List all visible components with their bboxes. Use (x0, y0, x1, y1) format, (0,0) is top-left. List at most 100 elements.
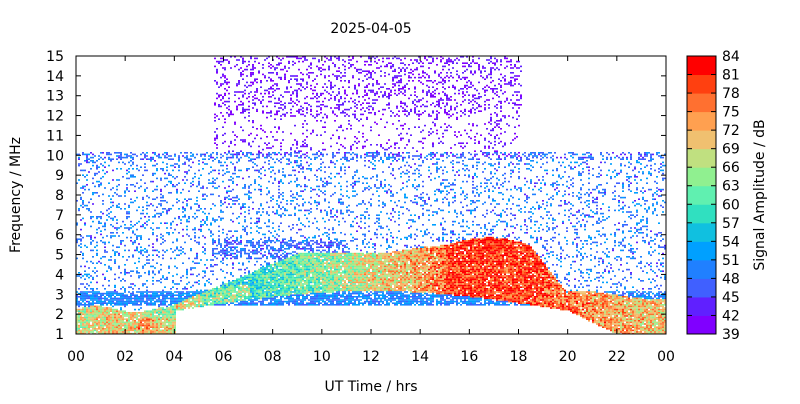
heatmap-cell (186, 276, 188, 279)
heatmap-cell (280, 281, 282, 284)
heatmap-cell (158, 326, 160, 328)
heatmap-cell (182, 302, 184, 304)
heatmap-cell (114, 324, 116, 327)
heatmap-cell (288, 257, 290, 260)
heatmap-cell (206, 152, 208, 154)
heatmap-cell (238, 288, 240, 290)
heatmap-cell (248, 120, 250, 122)
heatmap-cell (186, 204, 188, 207)
heatmap-cell (176, 201, 178, 204)
heatmap-cell (114, 323, 116, 325)
heatmap-cell (208, 228, 210, 231)
heatmap-cell (256, 222, 258, 224)
heatmap-cell (90, 318, 92, 320)
heatmap-cell (254, 291, 256, 293)
heatmap-cell (244, 228, 246, 231)
heatmap-cell (288, 267, 290, 269)
heatmap-cell (108, 212, 110, 215)
heatmap-cell (90, 329, 92, 332)
heatmap-cell (190, 302, 192, 304)
heatmap-cell (254, 275, 256, 277)
heatmap-cell (160, 200, 162, 202)
heatmap-cell (192, 297, 194, 300)
heatmap-cell (298, 252, 300, 255)
heatmap-cell (198, 283, 200, 285)
heatmap-cell (90, 168, 92, 170)
heatmap-cell (244, 249, 246, 252)
heatmap-cell (156, 323, 158, 325)
heatmap-cell (240, 297, 242, 300)
heatmap-cell (166, 332, 168, 334)
heatmap-cell (274, 278, 276, 280)
heatmap-cell (306, 145, 308, 148)
heatmap-cell (250, 296, 252, 298)
heatmap-cell (268, 283, 270, 285)
heatmap-cell (222, 67, 224, 69)
heatmap-cell (78, 332, 80, 334)
heatmap-cell (260, 86, 262, 88)
heatmap-cell (226, 112, 228, 114)
heatmap-cell (224, 241, 226, 244)
heatmap-cell (264, 292, 266, 295)
heatmap-cell (92, 289, 94, 292)
heatmap-cell (156, 155, 158, 157)
heatmap-cell (274, 302, 276, 304)
heatmap-cell (304, 265, 306, 268)
heatmap-cell (252, 289, 254, 292)
heatmap-cell (110, 211, 112, 213)
heatmap-cell (190, 305, 192, 308)
heatmap-cell (244, 89, 246, 92)
heatmap-cell (298, 164, 300, 167)
heatmap-cell (272, 152, 274, 154)
heatmap-cell (264, 278, 266, 280)
heatmap-cell (238, 158, 240, 160)
heatmap-cell (154, 216, 156, 218)
heatmap-cell (76, 224, 78, 226)
heatmap-cell (174, 297, 176, 300)
heatmap-cell (294, 260, 296, 263)
heatmap-cell (300, 267, 302, 269)
heatmap-cell (134, 153, 136, 156)
heatmap-cell (106, 209, 108, 212)
heatmap-cell (248, 281, 250, 284)
heatmap-cell (220, 83, 222, 85)
heatmap-cell (92, 300, 94, 303)
heatmap-cell (146, 329, 148, 332)
heatmap-cell (296, 270, 298, 272)
heatmap-cell (184, 252, 186, 255)
heatmap-cell (230, 248, 232, 250)
heatmap-cell (100, 331, 102, 333)
heatmap-cell (280, 297, 282, 300)
heatmap-cell (146, 312, 148, 314)
heatmap-cell (196, 294, 198, 296)
heatmap-cell (258, 152, 260, 154)
heatmap-cell (102, 300, 104, 303)
heatmap-cell (148, 313, 150, 316)
heatmap-cell (146, 201, 148, 204)
heatmap-cell (146, 187, 148, 189)
heatmap-cell (140, 313, 142, 316)
heatmap-cell (250, 184, 252, 186)
heatmap-cell (90, 320, 92, 322)
heatmap-cell (174, 228, 176, 231)
heatmap-cell (280, 289, 282, 292)
heatmap-cell (108, 158, 110, 160)
heatmap-cell (130, 312, 132, 314)
heatmap-cell (252, 281, 254, 284)
heatmap-cell (178, 297, 180, 300)
heatmap-cell (316, 193, 318, 196)
heatmap-cell (90, 281, 92, 284)
heatmap-cell (254, 244, 256, 247)
heatmap-cell (290, 75, 292, 77)
heatmap-cell (132, 304, 134, 306)
heatmap-cell (288, 276, 290, 279)
heatmap-cell (218, 230, 220, 232)
heatmap-cell (94, 320, 96, 322)
heatmap-cell (284, 153, 286, 156)
heatmap-cell (246, 168, 248, 170)
heatmap-cell (130, 160, 132, 162)
heatmap-cell (102, 320, 104, 322)
heatmap-cell (294, 270, 296, 272)
heatmap-cell (212, 193, 214, 196)
heatmap-cell (166, 211, 168, 213)
